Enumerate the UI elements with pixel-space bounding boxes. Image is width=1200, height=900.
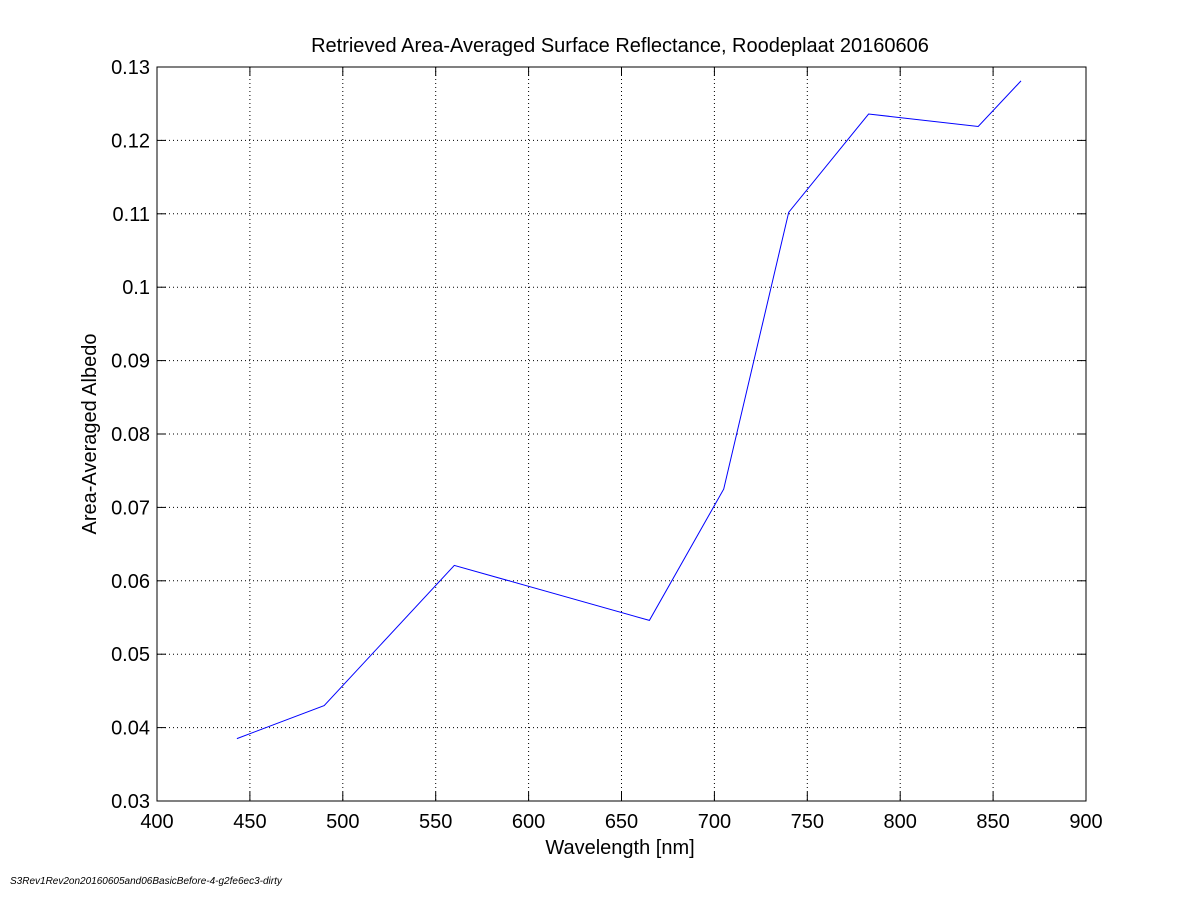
y-tick-label: 0.05 [111, 644, 150, 666]
y-axis-label: Area-Averaged Albedo [79, 334, 101, 535]
x-tick-labels: 400 450 500 550 600 650 700 750 800 850 900 [140, 811, 1102, 833]
y-tick-label: 0.12 [111, 130, 150, 152]
x-tick-label: 800 [884, 811, 917, 833]
y-tick-label: 0.09 [111, 351, 150, 373]
y-tick-label: 0.03 [111, 791, 150, 813]
grid-lines [157, 67, 1086, 801]
y-tick-labels: 0.03 0.04 0.05 0.06 0.07 0.08 0.09 0.1 0.11 0.12 0… [111, 57, 150, 813]
series-line [236, 80, 1022, 740]
x-tick-label: 850 [976, 811, 1009, 833]
footer-note: S3Rev1Rev2on20160605and06BasicBefore-4-g… [10, 876, 282, 887]
y-tick-label: 0.08 [111, 424, 150, 446]
x-tick-label: 550 [419, 811, 452, 833]
x-axis-label: Wavelength [nm] [545, 837, 694, 859]
y-tick-label: 0.11 [113, 204, 150, 226]
x-tick-label: 700 [698, 811, 731, 833]
y-tick-label: 0.06 [111, 571, 150, 593]
tick-marks [156, 66, 1087, 802]
chart-title: Retrieved Area-Averaged Surface Reflecta… [311, 35, 929, 57]
y-tick-label: 0.1 [122, 277, 150, 299]
series-layer [236, 80, 1022, 740]
x-tick-label: 400 [140, 811, 173, 833]
x-tick-label: 650 [605, 811, 638, 833]
x-tick-label: 450 [233, 811, 266, 833]
x-tick-label: 900 [1069, 811, 1102, 833]
x-tick-label: 600 [512, 811, 545, 833]
x-tick-label: 750 [791, 811, 824, 833]
y-tick-label: 0.13 [111, 57, 150, 79]
y-tick-label: 0.04 [111, 718, 150, 740]
x-tick-label: 500 [326, 811, 359, 833]
y-tick-label: 0.07 [111, 497, 150, 519]
